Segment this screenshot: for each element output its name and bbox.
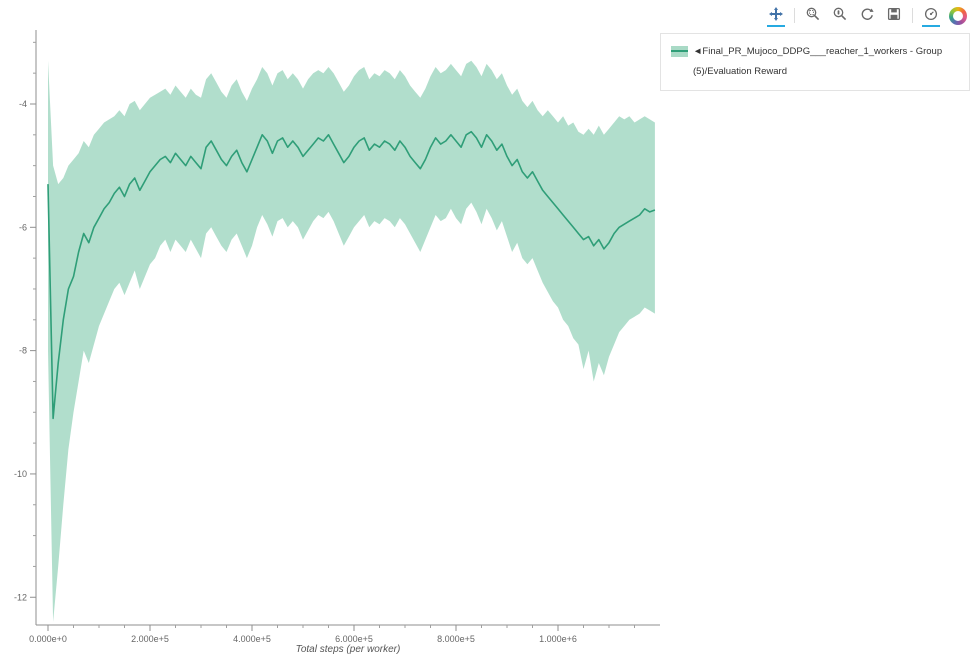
svg-text:4.000e+5: 4.000e+5 [233, 634, 271, 644]
legend: ◄Final_PR_Mujoco_DDPG___reacher_1_worker… [660, 33, 970, 91]
plot-toolbar [767, 4, 967, 27]
save-icon [887, 7, 901, 21]
wheel-zoom-tool-button[interactable] [831, 4, 849, 27]
reset-icon [861, 8, 874, 20]
save-tool-button[interactable] [885, 4, 903, 27]
pan-icon [769, 7, 783, 21]
svg-text:6.000e+5: 6.000e+5 [335, 634, 373, 644]
reset-tool-button[interactable] [858, 4, 876, 27]
hover-icon [924, 7, 938, 21]
svg-text:-8: -8 [19, 346, 27, 356]
svg-text:-12: -12 [14, 592, 27, 602]
legend-swatch [671, 46, 688, 57]
legend-marker: ◄ [693, 46, 703, 57]
legend-item-label: ◄Final_PR_Mujoco_DDPG___reacher_1_worker… [693, 46, 943, 77]
chart-plot-area[interactable]: 0.000e+0 2.000e+5 4.000e+5 6.000e+5 8.000e+5… [0, 0, 665, 660]
toolbar-separator [794, 8, 795, 23]
bokeh-logo[interactable] [949, 6, 967, 25]
svg-text:8.000e+5: 8.000e+5 [437, 634, 475, 644]
box-zoom-tool-button[interactable] [804, 4, 822, 27]
svg-text:-10: -10 [14, 469, 27, 479]
svg-text:-6: -6 [19, 222, 27, 232]
wheel-zoom-icon [833, 7, 847, 21]
svg-text:0.000e+0: 0.000e+0 [29, 634, 67, 644]
toolbar-separator [912, 8, 913, 23]
hover-tool-button[interactable] [922, 4, 940, 27]
svg-text:1.000e+6: 1.000e+6 [539, 634, 577, 644]
box-zoom-icon [806, 7, 820, 21]
svg-text:Total steps (per worker): Total steps (per worker) [296, 644, 401, 655]
svg-text:-4: -4 [19, 99, 27, 109]
svg-text:2.000e+5: 2.000e+5 [131, 634, 169, 644]
pan-tool-button[interactable] [767, 4, 785, 27]
